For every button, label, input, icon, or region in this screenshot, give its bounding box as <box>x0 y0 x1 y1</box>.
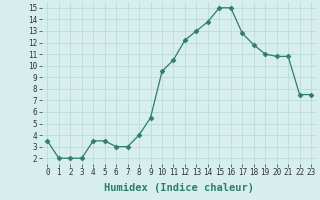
X-axis label: Humidex (Indice chaleur): Humidex (Indice chaleur) <box>104 183 254 193</box>
